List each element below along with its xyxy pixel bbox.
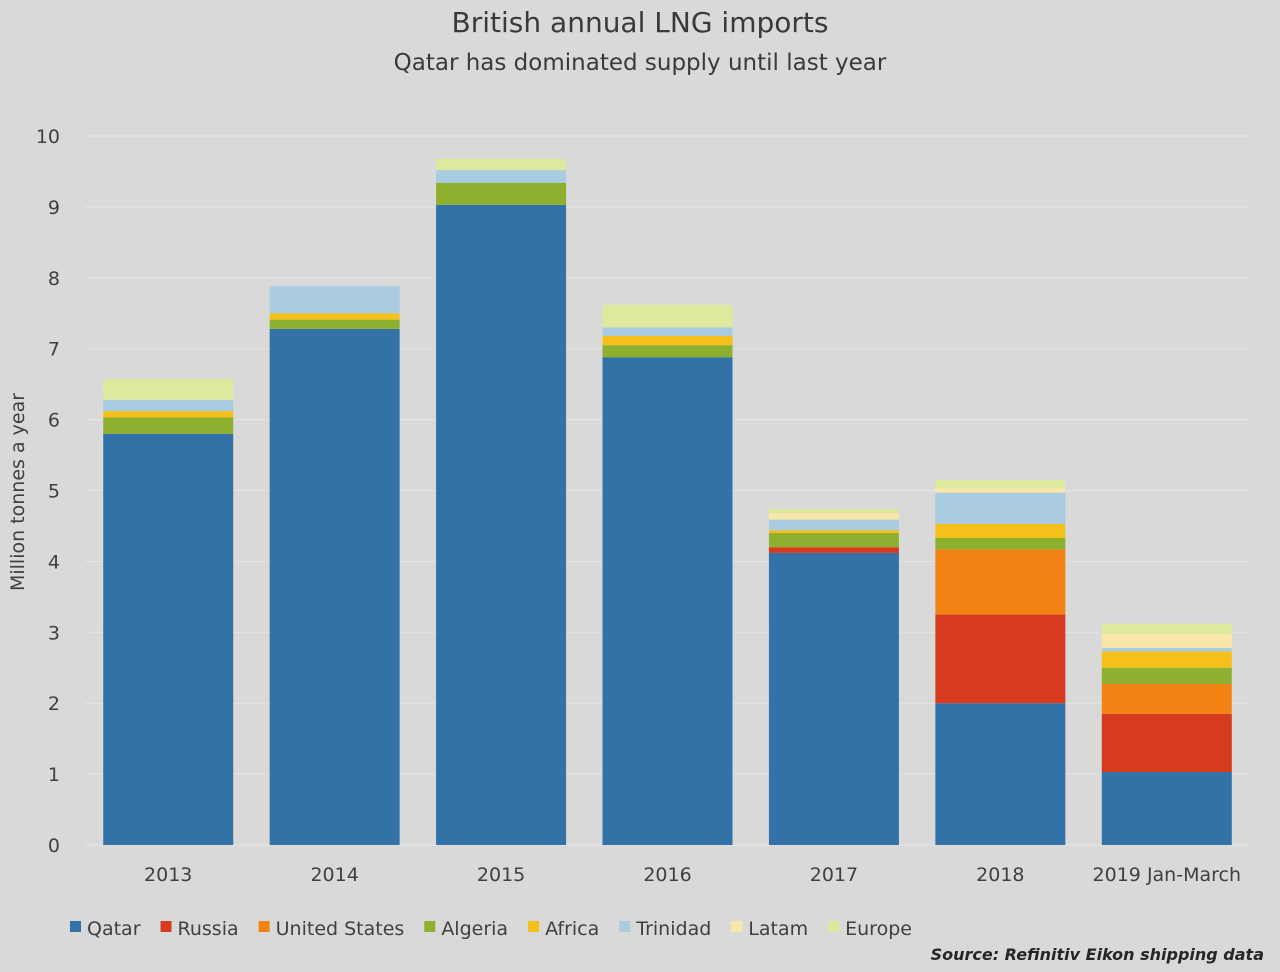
legend-swatch <box>619 921 631 932</box>
bar-segment <box>602 345 733 358</box>
bar-segment <box>935 479 1066 489</box>
bar-segment <box>768 513 899 520</box>
y-tick-label: 8 <box>48 268 60 290</box>
legend-swatch <box>160 921 172 932</box>
y-tick-label: 9 <box>48 197 60 219</box>
bar-segment <box>602 335 733 346</box>
x-tick-label: 2017 <box>810 864 858 886</box>
y-axis-label: Million tonnes a year <box>7 393 29 591</box>
legend-swatch <box>528 921 540 932</box>
bar-segment <box>935 523 1066 539</box>
legend-label: United States <box>276 918 405 940</box>
bar-segment <box>1101 771 1232 845</box>
x-tick-label: 2015 <box>477 864 525 886</box>
bar-segment <box>602 357 733 845</box>
bar-segment <box>602 304 733 328</box>
bar-segment <box>935 549 1066 615</box>
legend-label: Algeria <box>441 918 508 940</box>
bar-segment <box>935 488 1066 493</box>
x-tick-label: 2018 <box>976 864 1024 886</box>
bar-segment <box>935 703 1066 845</box>
bar-segment <box>1101 633 1232 648</box>
legend-label: Europe <box>845 918 912 940</box>
x-tick-label: 2013 <box>144 864 192 886</box>
bar-segment <box>935 492 1066 524</box>
y-tick-label: 2 <box>48 693 60 715</box>
y-tick-label: 5 <box>48 481 60 503</box>
legend-label: Qatar <box>87 918 141 940</box>
bar-segment <box>602 327 733 336</box>
bar-segment <box>436 158 567 171</box>
legend-label: Trinidad <box>635 918 711 940</box>
legend-swatch <box>258 921 270 932</box>
chart-title: British annual LNG imports <box>451 6 829 39</box>
legend-swatch <box>424 921 436 932</box>
legend-label: Russia <box>178 918 239 940</box>
bar-segment <box>768 552 899 845</box>
y-tick-label: 10 <box>36 126 60 148</box>
legend-label: Latam <box>748 918 808 940</box>
source-note: Source: Refinitiv Eikon shipping data <box>930 945 1264 964</box>
bar-segment <box>269 313 400 320</box>
bar-segment <box>103 433 234 845</box>
bar-segment <box>935 614 1066 704</box>
legend-swatch <box>70 921 81 932</box>
bar-segment <box>768 519 899 531</box>
bar-segment <box>436 170 567 183</box>
legend-label: Africa <box>545 918 599 940</box>
chart-subtitle: Qatar has dominated supply until last ye… <box>393 50 887 76</box>
bar-segment <box>436 182 567 205</box>
y-tick-label: 7 <box>48 339 60 361</box>
bar-segment <box>1101 651 1232 668</box>
x-tick-label: 2014 <box>310 864 358 886</box>
bar-segment <box>768 530 899 534</box>
bar-segment <box>768 547 899 553</box>
bar-segment <box>103 399 234 412</box>
bar-segment <box>1101 647 1232 652</box>
x-tick-label: 2019 Jan-March <box>1093 864 1241 886</box>
legend-swatch <box>731 921 743 932</box>
y-tick-label: 4 <box>48 551 60 573</box>
bar-segment <box>103 417 234 434</box>
y-tick-label: 0 <box>48 835 60 857</box>
bar-segment <box>1101 667 1232 685</box>
bar-segment <box>768 533 899 548</box>
bar-segment <box>103 411 234 418</box>
bar-segment <box>103 379 234 400</box>
bar-segment <box>1101 684 1232 714</box>
bar-segment <box>436 204 567 845</box>
bar-segment <box>768 508 899 514</box>
bar-segment <box>1101 713 1232 772</box>
y-tick-label: 3 <box>48 622 60 644</box>
bar-segment <box>269 286 400 314</box>
bar-segment <box>269 328 400 845</box>
y-tick-label: 6 <box>48 410 60 432</box>
bar-segment <box>1101 623 1232 634</box>
bar-segment <box>935 538 1066 550</box>
x-tick-label: 2016 <box>643 864 691 886</box>
legend-swatch <box>828 921 840 932</box>
bar-segment <box>269 319 400 329</box>
y-tick-label: 1 <box>48 764 60 786</box>
